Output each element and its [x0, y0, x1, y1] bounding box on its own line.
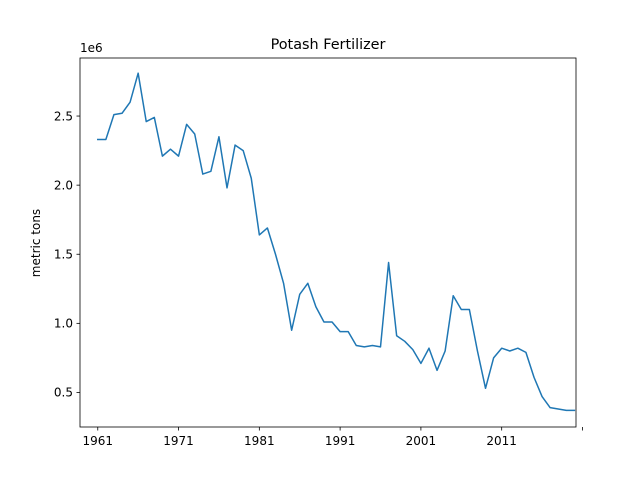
- y-tick-label: 0.5: [54, 386, 73, 400]
- y-tick-label: 2.0: [54, 178, 73, 192]
- x-tick-label: 1971: [163, 434, 194, 448]
- x-tick-label: 2011: [486, 434, 517, 448]
- y-tick-label: 1.5: [54, 248, 73, 262]
- x-tick-label: 1991: [325, 434, 356, 448]
- axes: 1961 1971 1981 1991 2001 2011 0.5 1.0 1.5 2.0 2.5: [54, 57, 583, 448]
- axes-frame: [79, 57, 577, 428]
- x-tick-label: 1961: [82, 434, 113, 448]
- y-tick-label: 1.0: [54, 317, 73, 331]
- x-tick-label: 2001: [406, 434, 437, 448]
- series-line: [97, 72, 576, 412]
- plot-area: [97, 72, 576, 412]
- chart-title: Potash Fertilizer: [271, 37, 386, 53]
- y-tick-label: 2.5: [54, 109, 73, 123]
- y-offset-label: 1e6: [80, 41, 103, 55]
- x-tick-label: 1981: [244, 434, 275, 448]
- y-axis-label: metric tons: [29, 209, 43, 277]
